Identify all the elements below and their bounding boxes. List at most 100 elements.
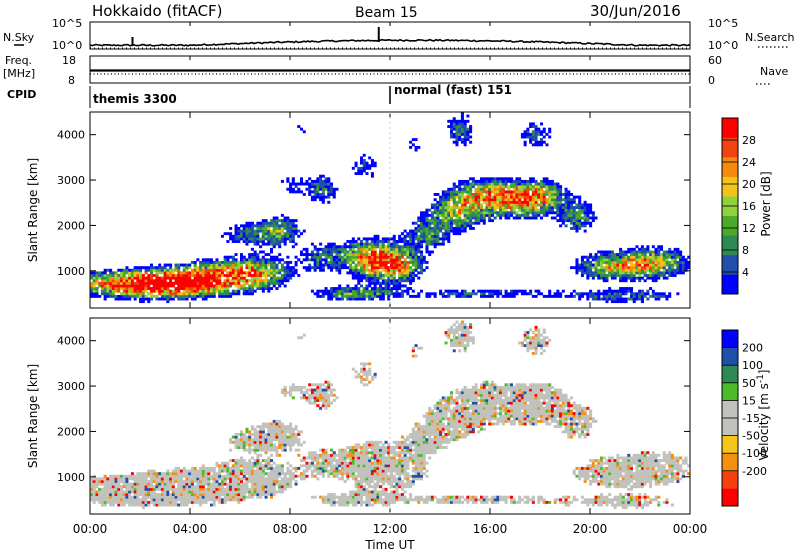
echo-cell [608, 289, 612, 293]
echo-cell [245, 490, 249, 494]
echo-cell [673, 255, 677, 259]
echo-cell [439, 242, 443, 246]
echo-cell [261, 487, 265, 491]
y-tick-label: 3000 [57, 174, 85, 187]
echo-cell [553, 195, 557, 199]
echo-cell [477, 211, 481, 215]
echo-cell [425, 250, 429, 254]
echo-cell [111, 490, 115, 494]
echo-cell [411, 229, 415, 233]
echo-cell [526, 135, 530, 139]
echo-cell [231, 255, 235, 259]
echo-cell [646, 247, 650, 251]
echo-cell [414, 242, 418, 246]
echo-cell [526, 203, 530, 207]
echo-cell [458, 190, 462, 194]
echo-cell [226, 276, 230, 280]
echo-cell [256, 493, 260, 496]
echo-cell [586, 266, 590, 270]
echo-cell [144, 294, 148, 298]
echo-cell [354, 245, 358, 249]
echo-cell [237, 487, 241, 491]
echo-cell [668, 268, 672, 272]
echo-cell [643, 266, 647, 270]
echo-cell [190, 469, 194, 473]
echo-cell [100, 289, 104, 293]
echo-cell [531, 294, 535, 298]
echo-cell [455, 224, 459, 228]
echo-cell [139, 276, 143, 280]
echo-cell [207, 287, 211, 290]
echo-cell [231, 472, 235, 476]
echo-cell [455, 216, 459, 220]
echo-cell [114, 485, 118, 489]
echo-cell [100, 498, 104, 502]
echo-cell [507, 200, 511, 204]
echo-cell [422, 229, 426, 233]
echo-cell [531, 193, 535, 196]
echo-cell [523, 200, 527, 204]
echo-cell [360, 289, 364, 293]
echo-cell [360, 156, 364, 160]
echo-cell [270, 469, 274, 473]
echo-cell [180, 263, 184, 267]
echo-cell [471, 213, 475, 217]
echo-cell [313, 195, 317, 199]
echo-cell [234, 464, 238, 468]
power-ylabel: Slant Range [km] [26, 158, 40, 262]
echo-cell [237, 469, 241, 473]
echo-cell [357, 297, 361, 301]
echo-cell [409, 247, 413, 251]
echo-cell [204, 289, 208, 293]
echo-cell [305, 255, 309, 259]
echo-cell [264, 443, 268, 447]
echo-cell [103, 474, 107, 478]
echo-cell [106, 276, 110, 280]
echo-cell [638, 258, 642, 262]
echo-cell [556, 187, 560, 191]
echo-cell [381, 242, 385, 246]
echo-cell [335, 268, 339, 272]
echo-cell [630, 279, 634, 283]
echo-cell [294, 432, 298, 436]
echo-cell [466, 198, 470, 202]
echo-cell [272, 487, 276, 491]
echo-cell [210, 292, 214, 296]
echo-cell [122, 276, 126, 280]
echo-cell [297, 234, 301, 238]
echo-cell [152, 281, 156, 285]
echo-cell [289, 446, 293, 449]
echo-cell [589, 206, 593, 209]
echo-cell [608, 258, 612, 262]
echo-cell [477, 208, 481, 212]
echo-cell [182, 466, 186, 470]
echo-cell [215, 490, 219, 494]
echo-cell [237, 477, 241, 481]
echo-cell [411, 237, 415, 241]
echo-cell [125, 474, 129, 478]
echo-cell [128, 297, 132, 301]
echo-cell [283, 279, 287, 283]
echo-cell [122, 271, 126, 275]
echo-cell [327, 263, 331, 267]
echo-cell [520, 195, 524, 199]
noise-ytick-right-bottom: 10^0 [708, 39, 738, 52]
echo-cell [460, 294, 464, 298]
echo-cell [278, 224, 282, 228]
echo-cell [411, 138, 415, 142]
echo-cell [289, 274, 293, 277]
echo-cell [591, 211, 595, 215]
colorbar-segment [722, 176, 738, 197]
echo-cell [264, 466, 268, 470]
echo-cell [507, 195, 511, 199]
echo-cell [545, 294, 549, 298]
echo-cell [136, 503, 140, 507]
echo-cell [638, 266, 642, 270]
echo-cell [220, 294, 224, 298]
echo-cell [591, 216, 595, 220]
echo-cell [540, 200, 544, 204]
echo-cell [447, 206, 451, 209]
echo-cell [248, 461, 252, 465]
echo-cell [283, 435, 287, 439]
echo-cell [109, 480, 113, 483]
